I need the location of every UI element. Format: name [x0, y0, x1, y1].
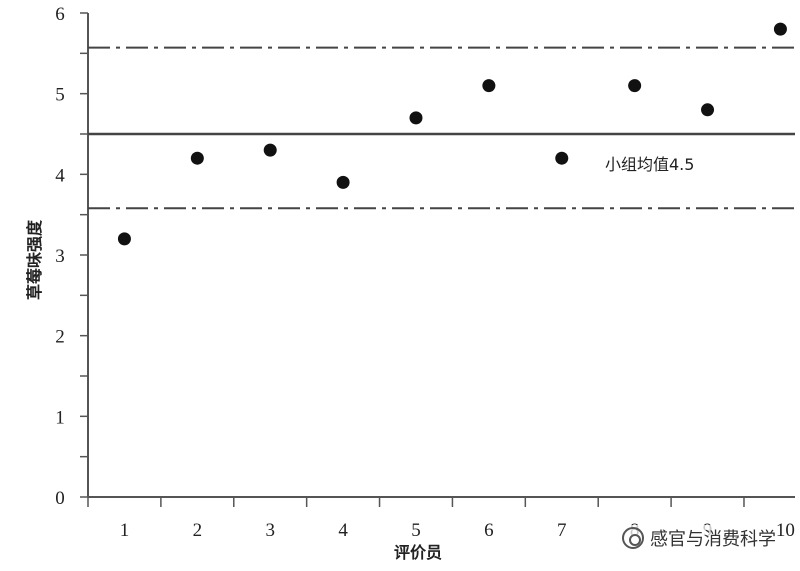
wechat-icon — [622, 527, 644, 549]
x-tick-label: 3 — [265, 520, 275, 541]
x-tick-label: 7 — [557, 520, 567, 541]
data-points — [117, 22, 787, 246]
x-tick-label: 6 — [484, 520, 494, 541]
y-tick-label: 4 — [55, 165, 65, 186]
data-point — [190, 151, 204, 165]
y-tick-label: 6 — [55, 4, 65, 25]
data-point — [773, 22, 787, 36]
data-point — [117, 232, 131, 246]
x-tick-label: 5 — [411, 520, 421, 541]
y-tick-label: 1 — [55, 407, 65, 428]
data-point — [701, 103, 715, 117]
watermark-text: 感官与消费科学 — [650, 529, 776, 550]
y-tick-label: 5 — [55, 85, 65, 106]
reference-lines: 小组均值4.5 — [88, 46, 795, 210]
data-point — [628, 79, 642, 93]
x-tick-label: 1 — [120, 520, 130, 541]
data-point — [409, 111, 423, 125]
y-tick-label: 3 — [55, 246, 65, 267]
x-tick-label: 10 — [776, 520, 795, 541]
y-tick-label: 2 — [55, 327, 65, 348]
data-point — [263, 143, 277, 157]
data-point — [336, 175, 350, 189]
axes: 012345612345678910 — [55, 4, 795, 541]
x-tick-label: 2 — [193, 520, 203, 541]
x-axis-label: 评价员 — [394, 543, 442, 562]
data-point — [482, 79, 496, 93]
mean-line-label: 小组均值4.5 — [605, 155, 694, 174]
data-point — [555, 151, 569, 165]
y-axis-label: 草莓味强度 — [25, 219, 44, 300]
x-tick-label: 4 — [338, 520, 348, 541]
y-tick-label: 0 — [55, 488, 65, 509]
watermark: 感官与消费科学 — [622, 525, 776, 551]
